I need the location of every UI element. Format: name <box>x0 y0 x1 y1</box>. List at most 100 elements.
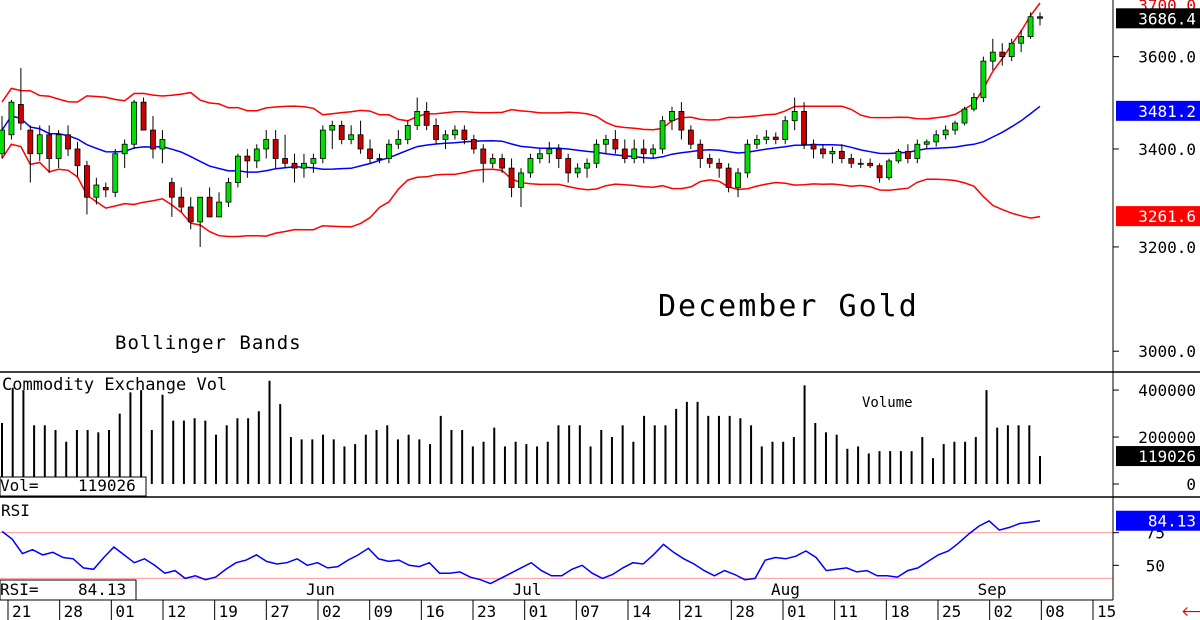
candle-body <box>1018 36 1025 44</box>
candle <box>904 144 911 164</box>
candle <box>942 125 949 140</box>
price-marker-label: 3261.6 <box>1138 207 1196 226</box>
candle-body <box>131 101 138 145</box>
candle-body <box>121 143 128 155</box>
candle-body <box>282 158 288 164</box>
date-label: 16 <box>425 602 444 620</box>
candle-body <box>310 158 317 164</box>
candle-body <box>706 158 713 164</box>
candle <box>923 139 930 149</box>
price-panel <box>0 0 1113 372</box>
candle <box>669 106 675 131</box>
date-label: 02 <box>994 602 1013 620</box>
candle-body <box>112 153 119 193</box>
candle-body <box>8 101 15 136</box>
candle <box>433 118 439 145</box>
volume-readout-label: Vol= <box>0 476 39 495</box>
candle-body <box>791 111 798 122</box>
candle-body <box>291 162 298 169</box>
candle <box>527 153 534 178</box>
candle <box>763 130 770 145</box>
candle <box>46 125 53 173</box>
candle <box>140 97 147 131</box>
candle <box>518 168 524 208</box>
candle <box>74 141 81 178</box>
candle <box>0 116 5 159</box>
candle-body <box>848 158 855 164</box>
candle <box>291 153 298 183</box>
candle <box>310 153 317 173</box>
candle-body <box>319 129 326 159</box>
candle-body <box>480 148 487 164</box>
candle <box>820 144 826 159</box>
candle <box>829 146 836 164</box>
candle-body <box>735 172 741 188</box>
candle-body <box>961 108 968 124</box>
candle-body <box>857 162 864 165</box>
volume-annotation: Volume <box>862 395 913 411</box>
candle <box>84 160 90 215</box>
volume-marker-label: 119026 <box>1138 447 1196 466</box>
candle <box>838 144 845 164</box>
candle <box>121 139 128 169</box>
candle <box>971 92 977 112</box>
candle <box>197 196 204 247</box>
candle-body <box>923 141 930 145</box>
candle <box>1008 38 1015 62</box>
candle <box>338 120 345 145</box>
candle <box>716 158 723 178</box>
candle <box>914 139 921 164</box>
candle-body <box>999 51 1006 58</box>
date-label: 18 <box>890 602 909 620</box>
rsi-line <box>1 519 1041 585</box>
candle-body <box>46 134 53 159</box>
price-marker-box <box>1116 206 1200 227</box>
candle-body <box>423 111 430 126</box>
candle <box>263 130 270 159</box>
scroll-right-arrow-icon[interactable]: 🡐 <box>1181 604 1200 620</box>
candle <box>603 134 609 154</box>
candle-body <box>650 148 657 155</box>
candle <box>159 130 166 164</box>
price-marker-label: 3686.4 <box>1138 9 1196 28</box>
candle-body <box>140 101 147 131</box>
candle-body <box>74 148 81 167</box>
price-background <box>0 0 1113 372</box>
candle <box>253 144 260 169</box>
candle-body <box>584 162 590 169</box>
date-label: 09 <box>374 602 393 620</box>
candle <box>886 158 892 181</box>
candle <box>102 182 109 198</box>
candle <box>470 134 477 154</box>
candle-body <box>102 187 109 191</box>
date-label: 23 <box>477 602 496 620</box>
candle <box>367 139 373 164</box>
candle-body <box>1008 42 1015 58</box>
candle-body <box>536 153 543 159</box>
candle <box>168 177 175 217</box>
month-label: Jun <box>306 580 335 599</box>
candle-body <box>244 155 251 162</box>
candle-body <box>546 148 553 155</box>
candle-body <box>612 139 619 150</box>
candle-body <box>433 124 439 140</box>
candle-body <box>518 172 524 188</box>
candle <box>423 102 430 131</box>
candle-body <box>754 139 760 145</box>
date-label: 28 <box>64 602 83 620</box>
candle-body <box>659 120 666 150</box>
candle-body <box>84 165 90 198</box>
candle <box>725 163 732 193</box>
candle-body <box>527 158 534 174</box>
candle <box>385 139 392 164</box>
date-label: 11 <box>839 602 858 620</box>
candle <box>1018 29 1025 53</box>
candle-body <box>150 129 156 150</box>
candle-body <box>225 182 232 203</box>
price-tick-label: 3000.0 <box>1138 342 1196 361</box>
candle-body <box>820 148 826 155</box>
price-tick-label: 3600.0 <box>1138 48 1196 67</box>
candle-body <box>263 139 270 150</box>
candle <box>621 139 628 164</box>
